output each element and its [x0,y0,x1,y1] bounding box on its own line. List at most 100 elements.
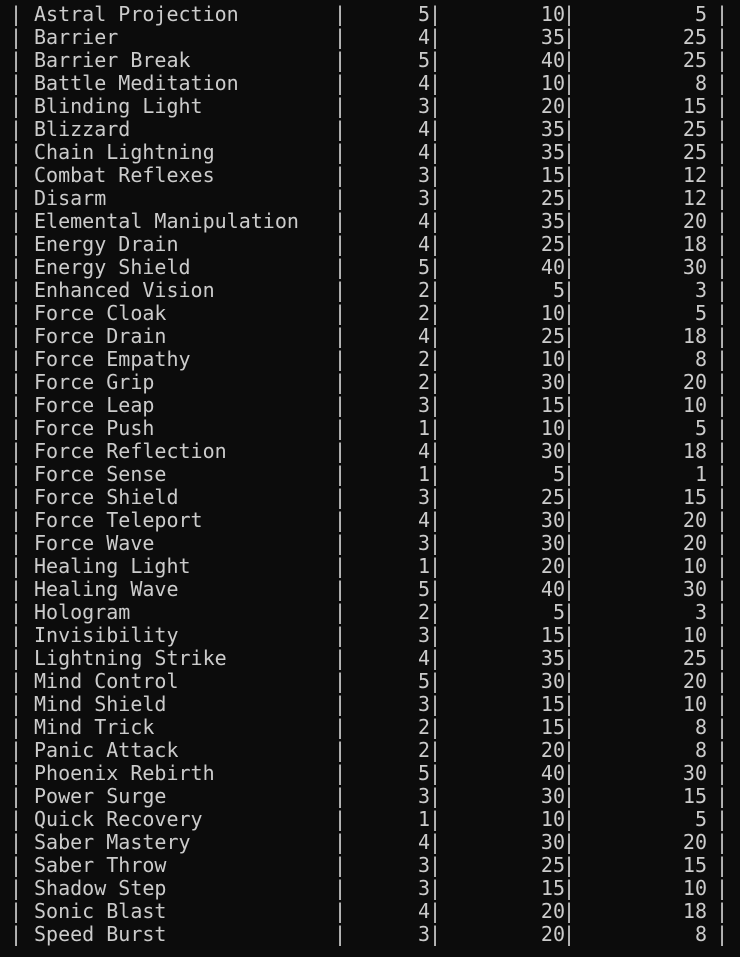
cooldown-cell: 18 [682,324,707,348]
cooldown-cell: 8 [694,347,707,371]
column-separator: | [334,439,347,463]
column-separator: | [563,692,576,716]
level-cell: 4 [417,140,430,164]
column-separator: | [429,738,442,762]
cost-cell: 30 [540,508,565,532]
column-separator: | [10,715,23,739]
column-separator: | [716,922,729,946]
level-cell: 3 [417,163,430,187]
column-separator: | [10,669,23,693]
cost-cell: 15 [540,163,565,187]
column-separator: | [716,25,729,49]
skill-name: Blizzard [34,117,131,141]
level-cell: 2 [417,278,430,302]
cost-cell: 40 [540,761,565,785]
column-separator: | [429,439,442,463]
column-separator: | [10,163,23,187]
column-separator: | [563,71,576,95]
level-cell: 4 [417,25,430,49]
table-row: | | | | | Force Teleport 4 30 20 [0,509,740,532]
cooldown-cell: 25 [682,48,707,72]
column-separator: | [429,94,442,118]
level-cell: 2 [417,301,430,325]
column-separator: | [716,738,729,762]
level-cell: 4 [417,646,430,670]
column-separator: | [563,186,576,210]
column-separator: | [334,807,347,831]
cooldown-cell: 25 [682,25,707,49]
column-separator: | [10,692,23,716]
column-separator: | [10,554,23,578]
cooldown-cell: 20 [682,531,707,555]
table-row: | | | | | Power Surge 3 30 15 [0,785,740,808]
column-separator: | [429,531,442,555]
cooldown-cell: 20 [682,508,707,532]
column-separator: | [429,48,442,72]
column-separator: | [716,232,729,256]
column-separator: | [10,117,23,141]
skill-name: Battle Meditation [34,71,239,95]
cooldown-cell: 5 [694,807,707,831]
column-separator: | [334,715,347,739]
table-row: | | | | | Mind Trick 2 15 8 [0,716,740,739]
skill-name: Force Reflection [34,439,227,463]
cooldown-cell: 15 [682,485,707,509]
cooldown-cell: 20 [682,370,707,394]
column-separator: | [334,140,347,164]
cooldown-cell: 10 [682,623,707,647]
column-separator: | [716,623,729,647]
column-separator: | [563,554,576,578]
column-separator: | [716,186,729,210]
skill-name: Blinding Light [34,94,203,118]
cost-cell: 15 [540,876,565,900]
column-separator: | [10,324,23,348]
cost-cell: 10 [540,807,565,831]
column-separator: | [334,853,347,877]
cooldown-cell: 10 [682,692,707,716]
column-separator: | [334,485,347,509]
column-separator: | [563,922,576,946]
skill-name: Force Wave [34,531,155,555]
table-row: | | | | | Energy Shield 5 40 30 [0,256,740,279]
cooldown-cell: 25 [682,140,707,164]
column-separator: | [563,531,576,555]
column-separator: | [334,554,347,578]
column-separator: | [334,324,347,348]
column-separator: | [716,117,729,141]
column-separator: | [10,876,23,900]
cooldown-cell: 10 [682,554,707,578]
column-separator: | [334,117,347,141]
column-separator: | [429,761,442,785]
skill-name: Elemental Manipulation [34,209,299,233]
cooldown-cell: 20 [682,669,707,693]
cost-cell: 30 [540,370,565,394]
cost-cell: 40 [540,577,565,601]
column-separator: | [429,922,442,946]
table-row: | | | | | Sonic Blast 4 20 18 [0,900,740,923]
column-separator: | [716,140,729,164]
column-separator: | [10,301,23,325]
column-separator: | [10,853,23,877]
column-separator: | [334,508,347,532]
column-separator: | [563,738,576,762]
column-separator: | [10,416,23,440]
column-separator: | [429,669,442,693]
column-separator: | [334,48,347,72]
cooldown-cell: 18 [682,439,707,463]
skill-name: Invisibility [34,623,179,647]
cooldown-cell: 5 [694,416,707,440]
table-row: | | | | | Elemental Manipulation 4 35 20 [0,210,740,233]
column-separator: | [429,71,442,95]
cooldown-cell: 30 [682,577,707,601]
cost-cell: 20 [540,554,565,578]
level-cell: 4 [417,439,430,463]
column-separator: | [334,761,347,785]
column-separator: | [563,899,576,923]
column-separator: | [716,646,729,670]
skill-name: Panic Attack [34,738,179,762]
cooldown-cell: 15 [682,94,707,118]
column-separator: | [716,669,729,693]
column-separator: | [429,899,442,923]
column-separator: | [10,71,23,95]
column-separator: | [334,186,347,210]
